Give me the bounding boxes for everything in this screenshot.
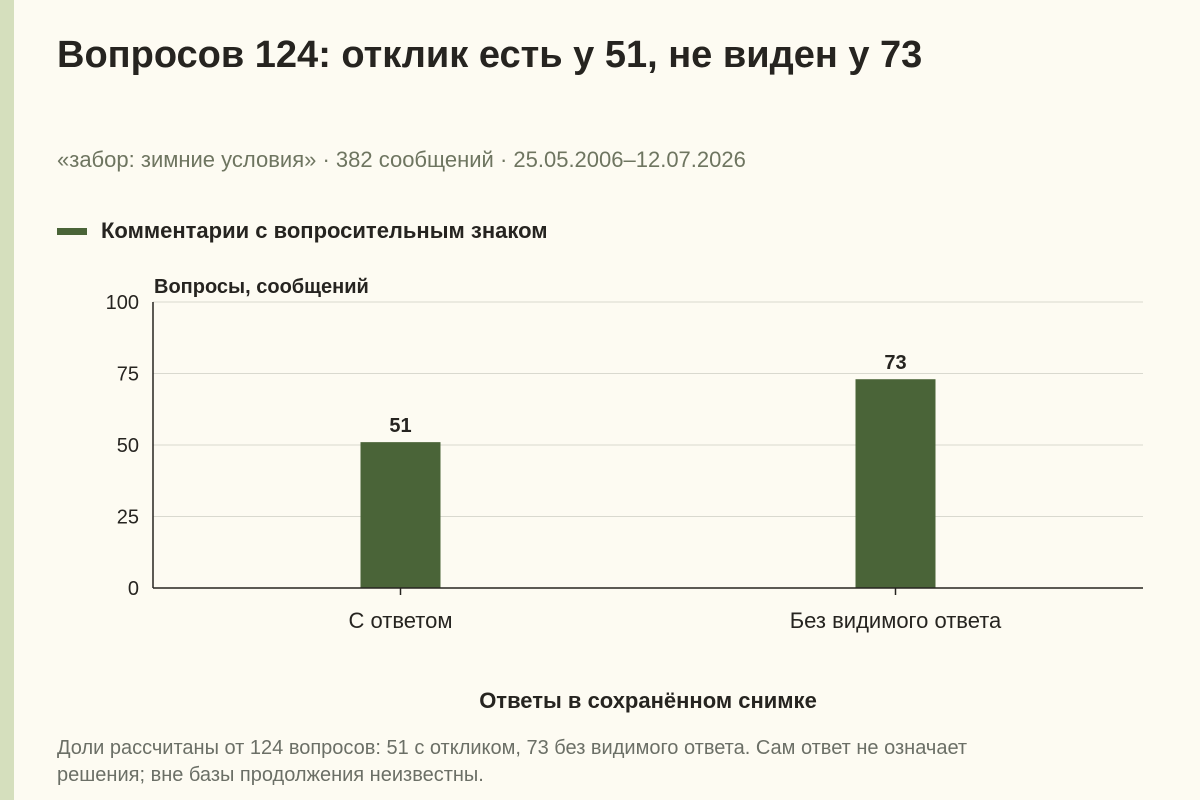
x-tick-label: С ответом <box>349 608 453 633</box>
y-tick-label: 75 <box>117 364 139 386</box>
footnote: Доли рассчитаны от 124 вопросов: 51 с от… <box>57 737 968 786</box>
legend-swatch <box>57 227 87 235</box>
x-tick-label: Без видимого ответа <box>790 608 1002 633</box>
bar <box>360 442 441 588</box>
chart-legend: Комментарии с вопросительным знаком <box>57 218 548 244</box>
legend-label: Комментарии с вопросительным знаком <box>101 218 548 243</box>
bar <box>855 379 936 588</box>
left-accent-stripe <box>0 0 14 800</box>
y-axis-title: Вопросы, сообщений <box>154 276 369 298</box>
bar-value-label: 73 <box>884 352 906 374</box>
y-tick-label: 50 <box>117 435 139 457</box>
bar-value-label: 51 <box>389 415 411 437</box>
x-axis-title: Ответы в сохранённом снимке <box>479 688 817 713</box>
y-tick-label: 100 <box>106 292 139 314</box>
y-tick-label: 25 <box>117 507 139 529</box>
page-title: Вопросов 124: отклик есть у 51, не виден… <box>57 34 923 76</box>
y-tick-label: 0 <box>128 578 139 600</box>
page-subtitle: «забор: зимние условия» · 382 сообщений … <box>57 147 746 172</box>
